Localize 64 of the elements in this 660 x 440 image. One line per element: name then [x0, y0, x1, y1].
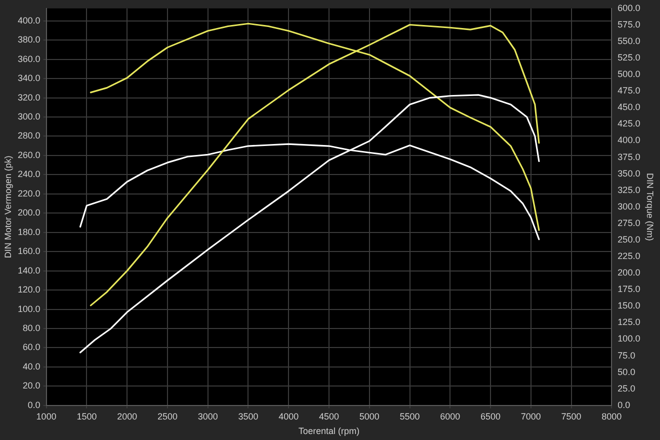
y2-tick-label: 25.0: [618, 383, 636, 394]
x-tick-label: 2000: [117, 411, 138, 422]
x-tick-label: 5000: [359, 411, 380, 422]
y-tick-label: 400.0: [18, 15, 40, 26]
y2-tick-label: 350.0: [618, 168, 640, 178]
y2-tick-label: 400.0: [618, 135, 640, 146]
y2-tick-label: 125.0: [618, 317, 640, 328]
y2-tick-label: 75.0: [618, 350, 636, 360]
y2-tick-label: 575.0: [618, 19, 640, 30]
y-tick-label: 0.0: [28, 400, 40, 410]
y2-axis-title: DIN Torque (Nm): [645, 172, 656, 241]
y2-tick-label: 475.0: [618, 86, 640, 96]
y-tick-label: 260.0: [18, 150, 40, 160]
y2-tick-label: 250.0: [618, 234, 640, 244]
y-tick-label: 80.0: [22, 322, 40, 333]
y2-tick-label: 300.0: [618, 201, 640, 212]
x-axis-title: Toerental (rpm): [298, 426, 360, 436]
y2-tick-label: 550.0: [618, 36, 640, 46]
y-tick-label: 20.0: [22, 380, 40, 391]
x-tick-label: 6000: [440, 411, 460, 422]
y-tick-label: 340.0: [18, 73, 40, 84]
y2-tick-label: 150.0: [618, 300, 640, 311]
x-tick-label: 1000: [36, 411, 56, 422]
y-tick-label: 360.0: [18, 54, 40, 64]
y-tick-label: 220.0: [18, 188, 40, 198]
y2-tick-label: 425.0: [618, 118, 640, 129]
y-tick-label: 320.0: [18, 92, 40, 102]
y-tick-label: 380.0: [18, 34, 40, 45]
y2-tick-label: 450.0: [618, 102, 640, 112]
y2-tick-label: 50.0: [618, 366, 636, 377]
y2-tick-label: 0.0: [618, 400, 630, 410]
y2-tick-label: 175.0: [618, 284, 640, 294]
x-tick-label: 6500: [480, 411, 501, 422]
y-tick-label: 140.0: [18, 265, 40, 276]
y2-tick-label: 325.0: [618, 184, 640, 195]
x-tick-label: 4000: [278, 411, 299, 422]
y-tick-label: 180.0: [18, 226, 40, 237]
y2-tick-label: 275.0: [618, 218, 640, 228]
x-tick-label: 3000: [198, 411, 218, 422]
y-tick-label: 200.0: [18, 208, 40, 218]
y-tick-label: 60.0: [22, 342, 40, 352]
y2-tick-label: 225.0: [618, 251, 640, 262]
y-tick-label: 120.0: [18, 284, 40, 295]
x-tick-label: 5500: [400, 411, 420, 422]
y2-tick-label: 375.0: [618, 152, 640, 162]
y-axis-title: DIN Motor Vermogen (pk): [2, 156, 13, 258]
y-tick-label: 40.0: [22, 361, 40, 372]
x-tick-label: 7000: [520, 411, 541, 422]
y2-tick-label: 525.0: [618, 52, 640, 63]
y2-tick-label: 600.0: [618, 2, 640, 13]
x-tick-label: 8000: [602, 411, 622, 422]
y-tick-label: 100.0: [18, 304, 40, 314]
y2-tick-label: 100.0: [618, 334, 640, 344]
y2-tick-label: 500.0: [618, 69, 640, 80]
y-tick-label: 240.0: [18, 169, 40, 180]
y-tick-label: 160.0: [18, 246, 40, 256]
x-tick-label: 2500: [157, 411, 178, 422]
y-tick-label: 300.0: [18, 112, 40, 122]
y2-tick-label: 200.0: [618, 268, 640, 278]
x-tick-label: 4500: [318, 411, 340, 422]
y-tick-label: 280.0: [18, 130, 40, 141]
x-tick-label: 1500: [76, 411, 97, 422]
x-tick-label: 7500: [561, 411, 582, 422]
x-tick-label: 3500: [238, 411, 258, 422]
